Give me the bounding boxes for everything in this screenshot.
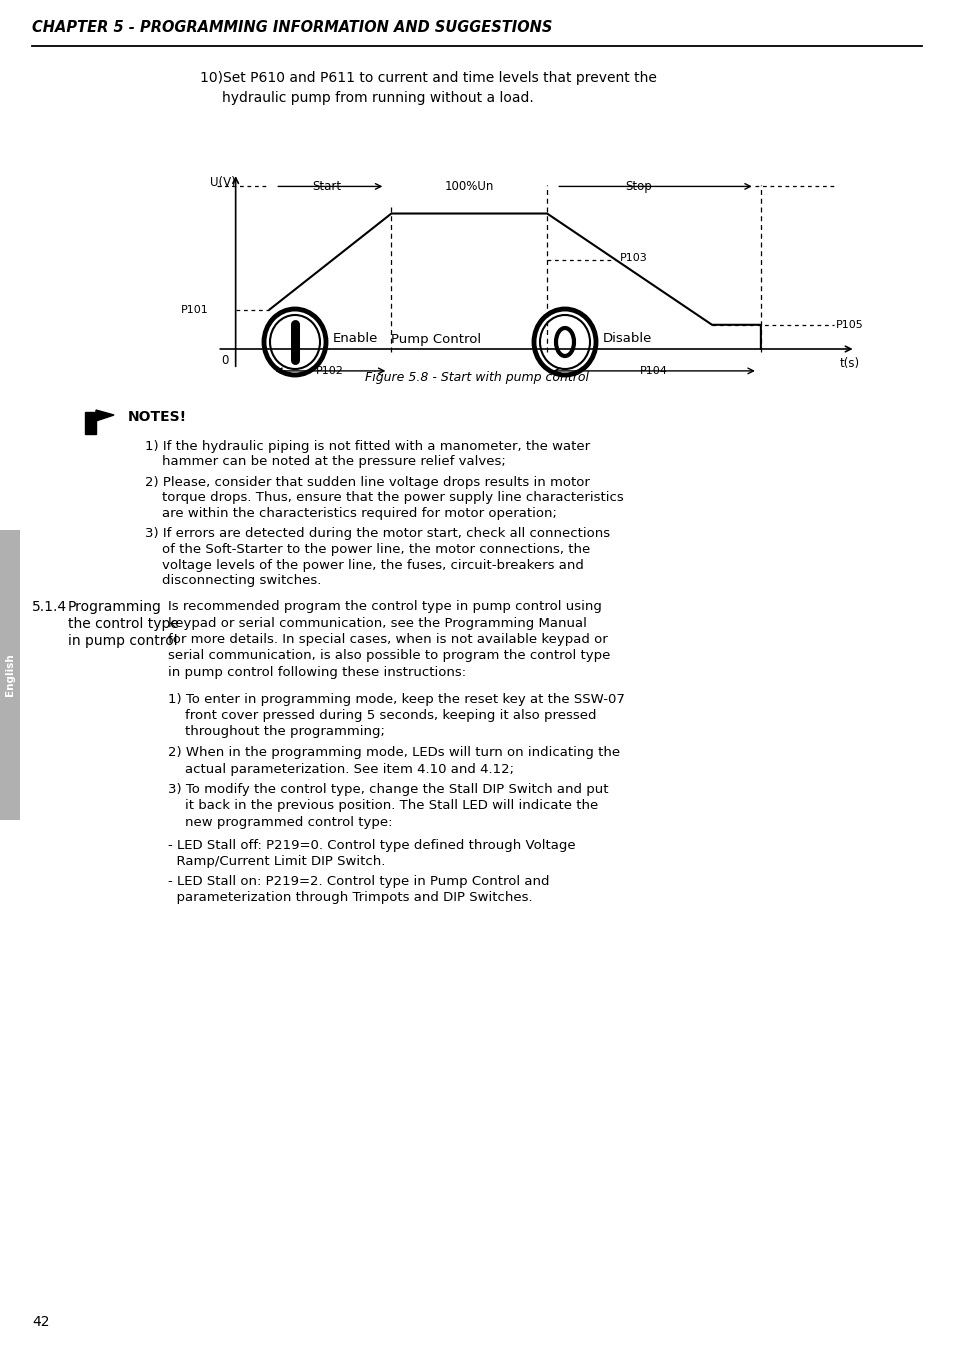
Text: torque drops. Thus, ensure that the power supply line characteristics: torque drops. Thus, ensure that the powe… bbox=[145, 491, 623, 505]
Text: P101: P101 bbox=[180, 305, 208, 315]
Text: Pump Control: Pump Control bbox=[391, 332, 480, 346]
Text: 10)Set P610 and P611 to current and time levels that prevent the: 10)Set P610 and P611 to current and time… bbox=[200, 72, 657, 85]
Text: parameterization through Trimpots and DIP Switches.: parameterization through Trimpots and DI… bbox=[168, 891, 532, 904]
Text: front cover pressed during 5 seconds, keeping it also pressed: front cover pressed during 5 seconds, ke… bbox=[168, 709, 596, 722]
Ellipse shape bbox=[270, 315, 319, 369]
Text: hydraulic pump from running without a load.: hydraulic pump from running without a lo… bbox=[222, 90, 533, 105]
Text: Is recommended program the control type in pump control using: Is recommended program the control type … bbox=[168, 599, 601, 613]
Text: Ramp/Current Limit DIP Switch.: Ramp/Current Limit DIP Switch. bbox=[168, 855, 385, 868]
Text: Stop: Stop bbox=[625, 180, 652, 193]
Text: in pump control: in pump control bbox=[68, 634, 177, 648]
Text: voltage levels of the power line, the fuses, circuit-breakers and: voltage levels of the power line, the fu… bbox=[145, 559, 583, 571]
Text: hammer can be noted at the pressure relief valves;: hammer can be noted at the pressure reli… bbox=[145, 455, 505, 468]
Text: - LED Stall on: P219=2. Control type in Pump Control and: - LED Stall on: P219=2. Control type in … bbox=[168, 875, 549, 887]
Ellipse shape bbox=[539, 315, 589, 369]
Text: 3) If errors are detected during the motor start, check all connections: 3) If errors are detected during the mot… bbox=[145, 528, 610, 540]
Text: in pump control following these instructions:: in pump control following these instruct… bbox=[168, 666, 466, 679]
Text: CHAPTER 5 - PROGRAMMING INFORMATION AND SUGGESTIONS: CHAPTER 5 - PROGRAMMING INFORMATION AND … bbox=[32, 20, 552, 35]
Text: Enable: Enable bbox=[333, 332, 378, 346]
Text: Start: Start bbox=[313, 180, 341, 193]
Text: P102: P102 bbox=[316, 366, 344, 375]
Text: NOTES!: NOTES! bbox=[128, 410, 187, 424]
Text: - LED Stall off: P219=0. Control type defined through Voltage: - LED Stall off: P219=0. Control type de… bbox=[168, 838, 575, 852]
Text: P104: P104 bbox=[639, 366, 667, 375]
Text: it back in the previous position. The Stall LED will indicate the: it back in the previous position. The St… bbox=[168, 799, 598, 813]
Text: 100%Un: 100%Un bbox=[444, 180, 493, 193]
Text: for more details. In special cases, when is not available keypad or: for more details. In special cases, when… bbox=[168, 633, 607, 647]
Text: P103: P103 bbox=[619, 252, 647, 263]
Text: 5.1.4: 5.1.4 bbox=[32, 599, 67, 614]
Text: throughout the programming;: throughout the programming; bbox=[168, 725, 384, 738]
Text: 1) To enter in programming mode, keep the reset key at the SSW-07: 1) To enter in programming mode, keep th… bbox=[168, 693, 624, 706]
Text: 2) When in the programming mode, LEDs will turn on indicating the: 2) When in the programming mode, LEDs wi… bbox=[168, 747, 619, 759]
Text: P105: P105 bbox=[835, 320, 862, 329]
Polygon shape bbox=[96, 410, 113, 421]
Text: U(V): U(V) bbox=[210, 176, 235, 189]
Text: 2) Please, consider that sudden line voltage drops results in motor: 2) Please, consider that sudden line vol… bbox=[145, 477, 589, 489]
Text: 0: 0 bbox=[221, 354, 228, 367]
Ellipse shape bbox=[556, 328, 574, 356]
Text: new programmed control type:: new programmed control type: bbox=[168, 815, 392, 829]
Text: of the Soft-Starter to the power line, the motor connections, the: of the Soft-Starter to the power line, t… bbox=[145, 543, 590, 556]
Bar bbox=[85, 412, 96, 433]
Ellipse shape bbox=[264, 309, 326, 375]
Text: 42: 42 bbox=[32, 1315, 50, 1328]
Text: disconnecting switches.: disconnecting switches. bbox=[145, 574, 321, 587]
Text: Disable: Disable bbox=[602, 332, 652, 346]
Text: actual parameterization. See item 4.10 and 4.12;: actual parameterization. See item 4.10 a… bbox=[168, 763, 514, 775]
Text: t(s): t(s) bbox=[839, 356, 859, 370]
Text: the control type: the control type bbox=[68, 617, 179, 630]
Text: keypad or serial communication, see the Programming Manual: keypad or serial communication, see the … bbox=[168, 617, 586, 629]
Text: 3) To modify the control type, change the Stall DIP Switch and put: 3) To modify the control type, change th… bbox=[168, 783, 608, 796]
Text: are within the characteristics required for motor operation;: are within the characteristics required … bbox=[145, 508, 557, 520]
Text: Programming: Programming bbox=[68, 599, 162, 614]
Bar bbox=[0, 531, 20, 819]
Text: English: English bbox=[5, 653, 15, 697]
Text: Figure 5.8 - Start with pump control: Figure 5.8 - Start with pump control bbox=[365, 371, 588, 385]
Text: serial communication, is also possible to program the control type: serial communication, is also possible t… bbox=[168, 649, 610, 663]
Text: 1) If the hydraulic piping is not fitted with a manometer, the water: 1) If the hydraulic piping is not fitted… bbox=[145, 440, 590, 454]
Ellipse shape bbox=[534, 309, 596, 375]
